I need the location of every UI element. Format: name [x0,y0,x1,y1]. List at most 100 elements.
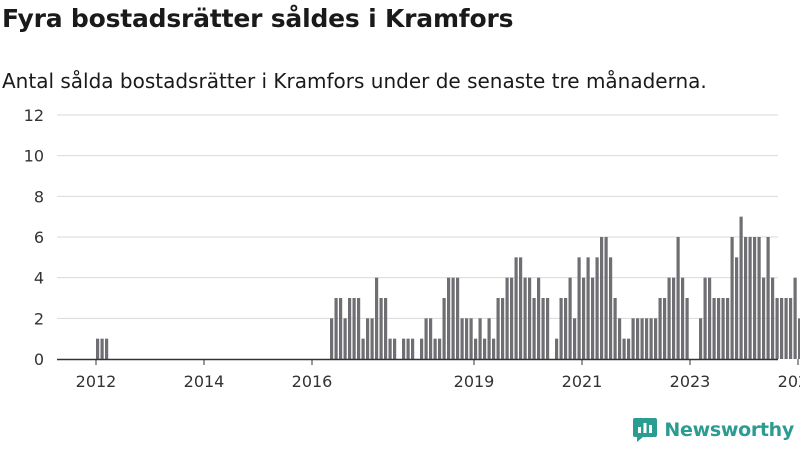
bar [519,257,523,359]
bar [483,338,487,359]
bar [622,338,626,359]
bar [604,237,608,359]
bar [496,298,500,359]
bar [730,237,734,359]
bar [420,338,424,359]
bar [411,338,415,359]
x-tick-label: 2012 [76,372,117,391]
bar [334,298,338,359]
bar [343,318,347,359]
bar [681,277,685,359]
bar [388,338,392,359]
bar [537,277,541,359]
bar [748,237,752,359]
bar [744,237,748,359]
bar [658,298,662,359]
bar [789,298,793,359]
bar [357,298,361,359]
y-tick-label: 2 [34,309,44,328]
bar [375,277,379,359]
y-tick-label: 8 [34,187,44,206]
bar [451,277,455,359]
bar [438,338,442,359]
bar [600,237,604,359]
bar [474,338,478,359]
bar [469,318,473,359]
bar [739,216,743,359]
bar [105,338,109,359]
bar [402,338,406,359]
bar [582,277,586,359]
bar [784,298,788,359]
bar [429,318,433,359]
x-tick-label: 2019 [454,372,495,391]
x-tick-label: 2023 [670,372,711,391]
bar [627,338,631,359]
bar [780,298,784,359]
y-tick-label: 12 [24,106,44,125]
y-tick-label: 6 [34,228,44,247]
bar [640,318,644,359]
bar [348,298,352,359]
bar [559,298,563,359]
bar [577,257,581,359]
chart-subtitle: Antal sålda bostadsrätter i Kramfors und… [2,69,707,93]
bar [726,298,730,359]
bar [528,277,532,359]
bar [798,318,800,359]
bar [478,318,482,359]
bar [735,257,739,359]
bar [442,298,446,359]
y-tick-label: 10 [24,147,44,166]
chart-title: Fyra bostadsrätter såldes i Kramfors [2,4,514,33]
bar [465,318,469,359]
bar [433,338,437,359]
bar [510,277,514,359]
brand-logo: Newsworthy [632,416,794,444]
bar-chart: 02468101242012201420162019202120232025 [24,106,800,391]
bar [672,277,676,359]
bar [595,257,599,359]
bar [663,298,667,359]
bar [564,298,568,359]
bar [546,298,550,359]
bar [753,237,757,359]
bar [505,277,509,359]
bar [762,277,766,359]
bar [456,277,460,359]
bar [379,298,383,359]
bar [447,277,451,359]
bar [366,318,370,359]
bar [591,277,595,359]
bar [613,298,617,359]
bar [424,318,428,359]
bar [793,277,797,359]
bar [96,338,100,359]
bar [393,338,397,359]
bar [676,237,680,359]
bar [361,338,365,359]
bar [370,318,374,359]
x-tick-label: 2021 [562,372,603,391]
bar [339,298,343,359]
bar [618,318,622,359]
x-tick-label: 2014 [184,372,225,391]
bar [703,277,707,359]
bar [573,318,577,359]
bar [501,298,505,359]
bar [699,318,703,359]
y-tick-label: 4 [34,269,44,288]
bar [555,338,559,359]
bar [586,257,590,359]
bar [514,257,518,359]
bar [100,338,104,359]
bar [712,298,716,359]
bar [352,298,356,359]
bar [667,277,671,359]
bar [654,318,658,359]
newsworthy-logo-icon [633,418,658,442]
y-tick-label: 0 [34,350,44,369]
bar [492,338,496,359]
brand-name: Newsworthy [664,419,794,441]
x-tick-label: 2025 [778,372,800,391]
